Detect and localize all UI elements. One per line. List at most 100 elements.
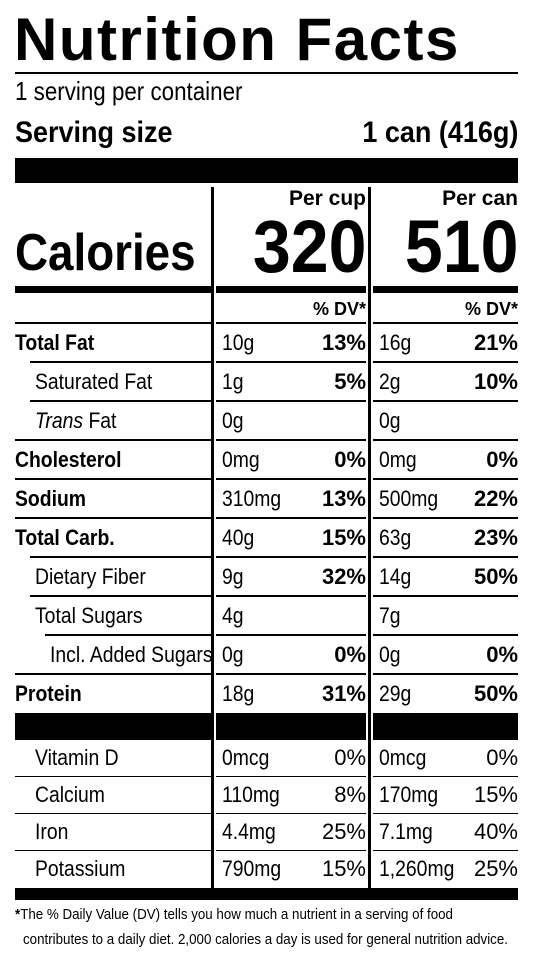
rule bbox=[30, 595, 211, 597]
amount: 170mg bbox=[379, 782, 439, 807]
rule bbox=[373, 713, 518, 740]
nutrient-name-text: Iron bbox=[35, 819, 69, 844]
rule bbox=[373, 776, 518, 777]
calories-value: 510 bbox=[404, 205, 518, 288]
nutrient-name: Iron bbox=[35, 814, 68, 850]
dv-header: % DV* bbox=[464, 299, 518, 319]
rule bbox=[15, 286, 211, 293]
daily-value: 0% bbox=[486, 745, 518, 770]
nutrient-name-text: Incl. Added Sugars bbox=[50, 642, 213, 667]
amount: 16g bbox=[379, 330, 412, 355]
daily-value: 8% bbox=[334, 782, 366, 807]
rule bbox=[373, 517, 518, 519]
rule bbox=[15, 322, 211, 324]
column-header: Per can bbox=[442, 187, 518, 210]
rule bbox=[216, 400, 366, 402]
daily-value: 32% bbox=[321, 564, 366, 589]
calories-label: Calories bbox=[15, 224, 196, 282]
nutrient-name-text: Total Fat bbox=[15, 330, 95, 355]
rule bbox=[15, 673, 211, 675]
amount: 0mcg bbox=[222, 745, 270, 770]
rule bbox=[216, 595, 366, 597]
amount: 63g bbox=[379, 525, 412, 550]
rule bbox=[15, 813, 211, 814]
daily-value: 15% bbox=[321, 525, 366, 550]
amount: 310mg bbox=[222, 486, 282, 511]
nutrient-name-text: Cholesterol bbox=[15, 447, 122, 472]
nutrient-name-text: Calcium bbox=[35, 782, 105, 807]
rule bbox=[216, 517, 366, 519]
rule bbox=[30, 400, 211, 402]
rule bbox=[373, 361, 518, 363]
rule bbox=[216, 776, 366, 777]
nutrient-name: Vitamin D bbox=[35, 740, 119, 776]
rule bbox=[373, 400, 518, 402]
amount: 4.4mg bbox=[222, 819, 276, 844]
nutrient-name: Protein bbox=[15, 675, 82, 712]
nutrient-name-text: Saturated Fat bbox=[35, 369, 153, 394]
nutrient-name: Total Sugars bbox=[35, 597, 143, 634]
daily-value: 31% bbox=[321, 681, 366, 706]
rule bbox=[15, 776, 211, 777]
daily-value: 40% bbox=[473, 819, 518, 844]
amount: 0mg bbox=[379, 447, 417, 472]
rule bbox=[216, 634, 366, 636]
rule bbox=[368, 187, 371, 888]
rule bbox=[373, 439, 518, 441]
rule bbox=[45, 634, 211, 636]
nutrient-name-text: Total Sugars bbox=[35, 603, 143, 628]
amount: 1,260mg bbox=[379, 856, 455, 881]
daily-value: 25% bbox=[321, 819, 366, 844]
rule bbox=[373, 673, 518, 675]
daily-value: 25% bbox=[473, 856, 518, 881]
amount: 110mg bbox=[222, 782, 280, 807]
daily-value: 0% bbox=[334, 642, 366, 667]
amount: 790mg bbox=[222, 856, 282, 881]
calories-value: 320 bbox=[252, 205, 366, 288]
daily-value: 13% bbox=[321, 330, 366, 355]
rule bbox=[211, 187, 214, 888]
amount: 0g bbox=[222, 408, 244, 433]
nutrient-name-text: Vitamin D bbox=[35, 745, 119, 770]
rule bbox=[216, 286, 366, 293]
amount: 18g bbox=[222, 681, 255, 706]
rule bbox=[216, 439, 366, 441]
daily-value: 15% bbox=[321, 856, 366, 881]
rule bbox=[216, 322, 366, 324]
rule bbox=[373, 595, 518, 597]
rule bbox=[15, 888, 518, 900]
rule bbox=[15, 158, 518, 183]
nutrient-name-text: Sodium bbox=[15, 486, 86, 511]
nutrient-name: Total Fat bbox=[15, 324, 94, 361]
nutrient-name-text: Fat bbox=[88, 408, 117, 433]
amount: 14g bbox=[379, 564, 412, 589]
nutrient-name-text: Potassium bbox=[35, 856, 126, 881]
serving-size-label: Serving size bbox=[15, 116, 173, 149]
rule bbox=[373, 286, 518, 293]
nutrient-name: Potassium bbox=[35, 851, 125, 887]
nutrient-name: Cholesterol bbox=[15, 441, 122, 478]
rule bbox=[15, 850, 211, 851]
nutrient-name-text: Protein bbox=[15, 681, 82, 706]
rule bbox=[373, 634, 518, 636]
nutrient-name: Total Carb. bbox=[15, 519, 115, 556]
rule bbox=[216, 813, 366, 814]
rule bbox=[373, 322, 518, 324]
footnote-line: contributes to a daily diet. 2,000 calor… bbox=[23, 932, 508, 948]
daily-value: 21% bbox=[473, 330, 518, 355]
daily-value: 0% bbox=[334, 745, 366, 770]
daily-value: 13% bbox=[321, 486, 366, 511]
nutrient-name-text: Dietary Fiber bbox=[35, 564, 146, 589]
rule bbox=[373, 478, 518, 480]
amount: 10g bbox=[222, 330, 255, 355]
nutrient-name: Trans Fat bbox=[35, 402, 116, 439]
footnote-mark: * bbox=[15, 907, 21, 923]
title: Nutrition Facts bbox=[14, 6, 460, 73]
rule bbox=[30, 361, 211, 363]
amount: 0g bbox=[379, 642, 401, 667]
daily-value: 22% bbox=[473, 486, 518, 511]
amount: 500mg bbox=[379, 486, 439, 511]
rule bbox=[373, 850, 518, 851]
amount: 9g bbox=[222, 564, 244, 589]
daily-value: 15% bbox=[473, 782, 518, 807]
